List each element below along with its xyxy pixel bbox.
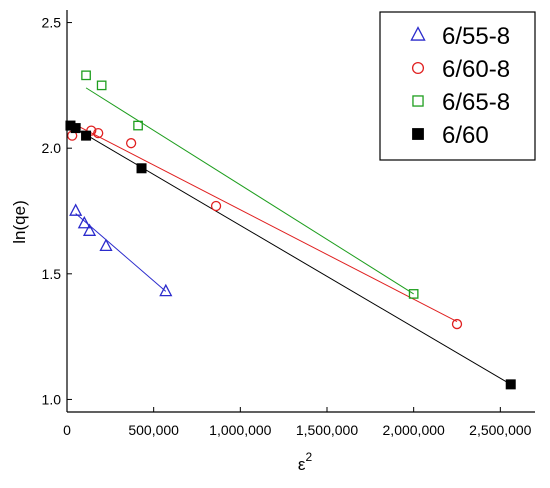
axes xyxy=(66,10,535,413)
y-tick-label: 1.0 xyxy=(42,391,62,407)
legend-label: 6/60-8 xyxy=(442,56,510,83)
x-tick-label: 500,000 xyxy=(128,422,179,438)
data-point xyxy=(159,283,173,297)
fit-line xyxy=(71,122,458,322)
y-tick-label: 2.5 xyxy=(42,15,62,31)
data-point xyxy=(69,203,83,216)
y-tick-label: 1.5 xyxy=(42,266,62,282)
legend-label: 6/65-8 xyxy=(442,89,510,116)
data-point xyxy=(70,123,81,134)
fit-line xyxy=(70,125,511,385)
data-point xyxy=(81,70,91,81)
data-point xyxy=(96,80,107,91)
data-point xyxy=(99,238,113,252)
legend-label: 6/60 xyxy=(442,122,489,149)
legend-box xyxy=(379,11,536,161)
x-axis-label: ε2 xyxy=(298,450,313,474)
data-point xyxy=(93,127,104,139)
legend-marker xyxy=(412,95,424,107)
legend-marker xyxy=(410,26,426,41)
data-point xyxy=(86,125,97,136)
y-tick-label: 2.0 xyxy=(42,140,62,156)
legend-label: 6/55-8 xyxy=(442,23,510,50)
data-point xyxy=(81,130,92,141)
data-point xyxy=(505,379,516,390)
x-tick-label: 2,500,000 xyxy=(469,422,531,438)
data-point xyxy=(82,223,97,236)
data-points xyxy=(65,70,516,390)
fit-line xyxy=(85,87,414,295)
legend-marker xyxy=(411,61,425,75)
data-point xyxy=(133,120,143,131)
legend: 6/55-8 6/60-8 6/65-8 6/60 xyxy=(379,11,536,161)
data-point xyxy=(136,163,147,174)
x-tick-label: 0 xyxy=(63,422,71,438)
data-point xyxy=(77,215,91,229)
legend-marker xyxy=(412,128,424,140)
x-tick-label: 1,500,000 xyxy=(296,422,358,438)
x-tick-label: 1,000,000 xyxy=(209,422,271,438)
data-point xyxy=(408,289,419,299)
data-point xyxy=(210,200,222,212)
data-point xyxy=(125,138,137,149)
x-tick-label: 2,000,000 xyxy=(383,422,445,438)
ticks: 0 500,000 1,000,000 1,500,000 2,000,000 2,500… xyxy=(42,15,532,438)
data-point xyxy=(451,318,463,330)
y-axis-label: ln(qe) xyxy=(10,200,29,243)
